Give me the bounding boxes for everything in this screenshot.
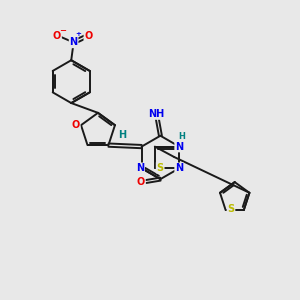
Text: S: S <box>157 163 164 173</box>
Text: N: N <box>136 163 144 173</box>
Text: O: O <box>137 176 145 187</box>
Text: O: O <box>53 31 61 41</box>
Text: NH: NH <box>148 109 164 119</box>
Text: O: O <box>84 31 93 41</box>
Text: +: + <box>75 31 81 37</box>
Text: N: N <box>70 38 78 47</box>
Text: −: − <box>59 26 66 35</box>
Text: O: O <box>72 120 80 130</box>
Text: S: S <box>227 204 235 214</box>
Text: N: N <box>175 163 183 173</box>
Text: H: H <box>118 130 127 140</box>
Text: N: N <box>175 142 183 152</box>
Text: H: H <box>178 132 185 141</box>
